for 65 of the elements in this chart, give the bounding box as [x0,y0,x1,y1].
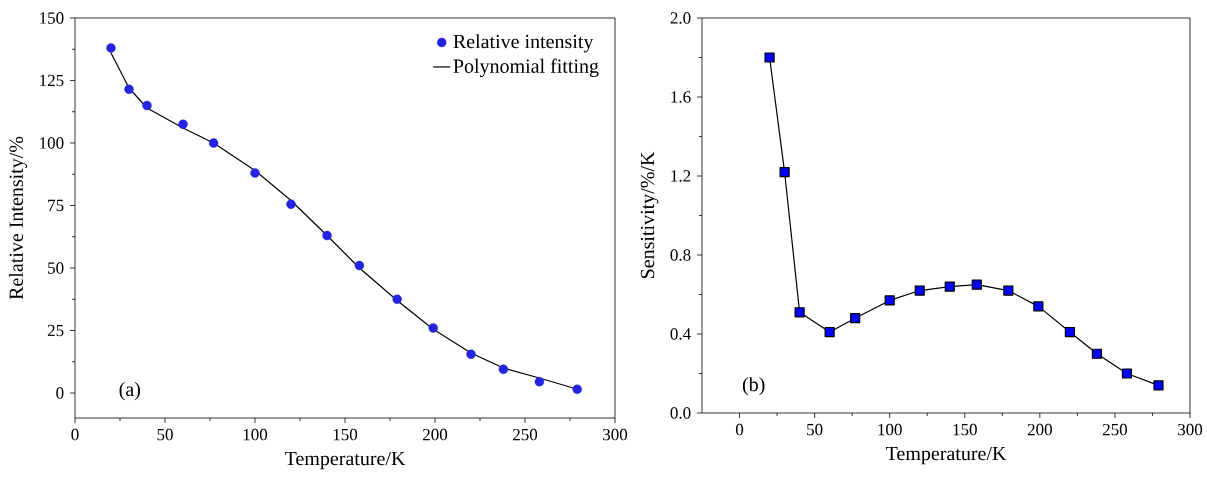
y-tick-label: 75 [48,199,64,212]
point [572,384,582,394]
point [178,119,188,129]
point [142,100,152,111]
x-tick-label: 300 [603,428,628,441]
point [208,138,219,148]
y-tick-label: 0.0 [670,407,691,419]
point [1064,326,1075,338]
y-axis-title: Relative Intensity/% [8,136,28,300]
x-tick-label: 200 [1027,423,1052,436]
x-tick-label: 50 [157,428,173,441]
point [971,279,982,290]
y-tick-label: 0.8 [670,249,691,261]
y-tick-label: 2.0 [670,12,691,24]
point [914,285,925,296]
point [428,323,438,333]
x-tick-label: 150 [333,428,358,441]
x-tick-label: 150 [953,423,977,436]
point [392,294,402,304]
point [466,349,476,359]
x-tick-label: 100 [243,428,268,441]
point [824,326,835,338]
point [794,307,805,318]
y-tick-label: 125 [40,74,64,87]
point [124,84,134,94]
x-tick-label: 200 [423,428,448,441]
x-tick-label: 50 [807,423,823,436]
y-tick-label: 25 [47,324,64,337]
point [250,168,260,178]
x-axis-title: Temperature/K [284,451,406,470]
y-tick-label: 0 [56,387,64,399]
point [1003,285,1014,296]
y-axis-title: Sensitivity/%/K [640,151,659,279]
point [944,281,955,292]
point [498,364,509,374]
x-tick-label: 0 [735,423,744,436]
point [850,313,861,324]
legend-label: Relative intensity [453,34,594,53]
y-tick-label: 1.2 [671,170,691,182]
annotation: (a) [119,382,140,401]
x-tick-label: 250 [513,428,538,441]
x-tick-label: 100 [878,423,902,436]
point [106,43,116,53]
point [884,295,895,306]
point [1091,348,1103,359]
y-tick-label: 1.6 [671,91,691,103]
point [764,52,775,63]
point [779,166,790,178]
y-tick-label: 50 [48,262,64,274]
point [1033,301,1044,312]
point [1121,368,1133,379]
point [1153,380,1164,391]
x-tick-label: 250 [1102,423,1128,436]
legend-label: Polynomial fitting [453,58,599,78]
x-tick-label: 0 [71,428,79,441]
point [286,199,296,209]
point [354,260,365,271]
point [534,377,545,387]
point [322,230,332,241]
x-axis-title: Temperature/K [885,446,1007,465]
y-tick-label: 0.4 [670,328,691,340]
y-tick-label: 150 [40,12,64,24]
annotation: (b) [742,377,765,396]
x-tick-label: 300 [1178,423,1203,436]
y-tick-label: 100 [40,137,64,149]
